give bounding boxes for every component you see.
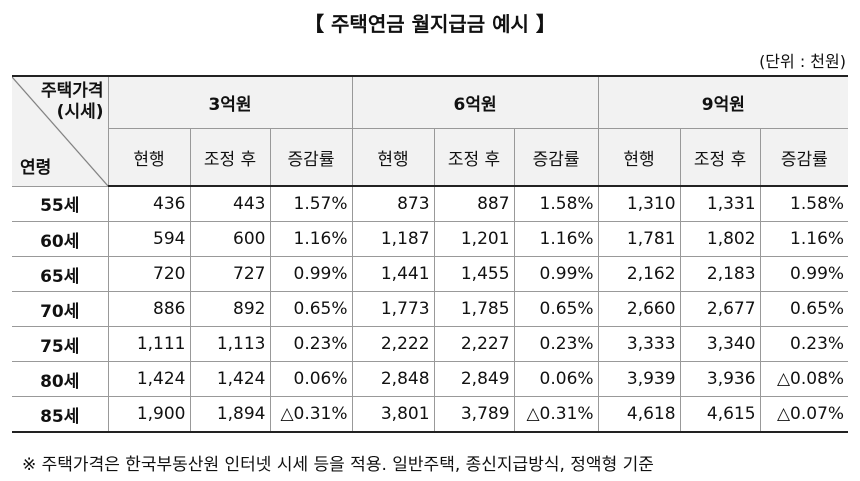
- value-cell: 1.16%: [269, 221, 353, 257]
- footnote: ※ 주택가격은 한국부동산원 인터넷 시세 등을 적용. 일반주택, 종신지급방…: [22, 455, 654, 475]
- value-cell: 3,939: [597, 361, 681, 397]
- value-cell: 0.65%: [269, 291, 353, 327]
- value-cell: 3,936: [679, 361, 761, 397]
- value-cell: 2,677: [679, 291, 761, 327]
- value-cell: 2,227: [433, 326, 515, 362]
- value-cell: 2,660: [597, 291, 681, 327]
- corner-cell: 주택가격 (시세) 연령: [12, 75, 109, 187]
- value-cell: 1,785: [433, 291, 515, 327]
- sub-header: 조정 후: [679, 128, 761, 187]
- value-cell: 600: [189, 221, 271, 257]
- value-cell: 886: [107, 291, 191, 327]
- value-cell: △0.07%: [759, 396, 849, 433]
- value-cell: 0.23%: [269, 326, 353, 362]
- group-header: 6억원: [351, 75, 599, 129]
- value-cell: 1,424: [189, 361, 271, 397]
- age-cell: 70세: [12, 291, 109, 327]
- value-cell: 594: [107, 221, 191, 257]
- sub-header: 조정 후: [189, 128, 271, 187]
- value-cell: 1.58%: [759, 185, 849, 222]
- value-cell: 0.65%: [759, 291, 849, 327]
- value-cell: 0.23%: [513, 326, 599, 362]
- value-cell: 1.58%: [513, 185, 599, 222]
- table-row: 85세 1,900 1,894 △0.31% 3,801 3,789 △0.31% 4,618…: [12, 396, 849, 433]
- value-cell: 0.99%: [513, 256, 599, 292]
- value-cell: 1,802: [679, 221, 761, 257]
- sub-header: 증감률: [513, 128, 599, 187]
- value-cell: 2,162: [597, 256, 681, 292]
- value-cell: 0.65%: [513, 291, 599, 327]
- age-cell: 65세: [12, 256, 109, 292]
- sub-header: 조정 후: [433, 128, 515, 187]
- value-cell: 1,773: [351, 291, 435, 327]
- value-cell: 0.23%: [759, 326, 849, 362]
- value-cell: 4,615: [679, 396, 761, 433]
- sub-header: 증감률: [759, 128, 849, 187]
- value-cell: △0.31%: [513, 396, 599, 433]
- unit-note: (단위 : 천원): [759, 52, 846, 71]
- table-row: 60세 594 600 1.16% 1,187 1,201 1.16% 1,781 1,802 1…: [12, 221, 849, 257]
- value-cell: 443: [189, 185, 271, 222]
- table-row: 70세 886 892 0.65% 1,773 1,785 0.65% 2,660 2,677 0…: [12, 291, 849, 327]
- value-cell: 1,894: [189, 396, 271, 433]
- age-cell: 75세: [12, 326, 109, 362]
- age-cell: 60세: [12, 221, 109, 257]
- table-row: 80세 1,424 1,424 0.06% 2,848 2,849 0.06% 3,939 3,…: [12, 361, 849, 397]
- value-cell: 1,455: [433, 256, 515, 292]
- value-cell: 0.06%: [513, 361, 599, 397]
- table-row: 75세 1,111 1,113 0.23% 2,222 2,227 0.23% 3,333 3,…: [12, 326, 849, 362]
- sub-header: 증감률: [269, 128, 353, 187]
- value-cell: 1,424: [107, 361, 191, 397]
- value-cell: 1,111: [107, 326, 191, 362]
- sub-header: 현행: [108, 128, 191, 187]
- title: 【 주택연금 월지급금 예시 】: [304, 12, 556, 36]
- value-cell: 1,900: [107, 396, 191, 433]
- corner-top: 주택가격 (시세): [40, 81, 104, 122]
- value-cell: 1,441: [351, 256, 435, 292]
- value-cell: 0.06%: [269, 361, 353, 397]
- pension-table: 주택가격 (시세) 연령 3억원 6억원 9억원 현행 조정 후 증감률 현행 조정 후 증감률 현…: [12, 75, 849, 433]
- value-cell: 1,781: [597, 221, 681, 257]
- value-cell: 1.16%: [513, 221, 599, 257]
- value-cell: 0.99%: [269, 256, 353, 292]
- value-cell: △0.08%: [759, 361, 849, 397]
- value-cell: 2,849: [433, 361, 515, 397]
- value-cell: 1,201: [433, 221, 515, 257]
- corner-bottom: 연령: [20, 157, 52, 178]
- age-cell: 55세: [12, 185, 109, 222]
- group-header: 3억원: [107, 75, 353, 129]
- table-row: 65세 720 727 0.99% 1,441 1,455 0.99% 2,162 2,183 0…: [12, 256, 849, 292]
- value-cell: 3,340: [679, 326, 761, 362]
- value-cell: 720: [107, 256, 191, 292]
- value-cell: 1,113: [189, 326, 271, 362]
- value-cell: 873: [351, 185, 435, 222]
- sub-header: 현행: [597, 128, 681, 187]
- value-cell: 436: [107, 185, 191, 222]
- table-row: 55세 436 443 1.57% 873 887 1.58% 1,310 1,331 1.58%: [12, 185, 849, 222]
- age-cell: 80세: [12, 361, 109, 397]
- value-cell: 3,333: [597, 326, 681, 362]
- value-cell: 892: [189, 291, 271, 327]
- group-header: 9억원: [597, 75, 849, 129]
- value-cell: 2,183: [679, 256, 761, 292]
- value-cell: 887: [433, 185, 515, 222]
- sub-header: 현행: [351, 128, 435, 187]
- value-cell: 2,848: [351, 361, 435, 397]
- value-cell: 3,789: [433, 396, 515, 433]
- value-cell: 1.57%: [269, 185, 353, 222]
- value-cell: 1,310: [597, 185, 681, 222]
- value-cell: 1,187: [351, 221, 435, 257]
- value-cell: 727: [189, 256, 271, 292]
- value-cell: 0.99%: [759, 256, 849, 292]
- value-cell: 2,222: [351, 326, 435, 362]
- value-cell: 3,801: [351, 396, 435, 433]
- value-cell: 4,618: [597, 396, 681, 433]
- value-cell: 1.16%: [759, 221, 849, 257]
- value-cell: △0.31%: [269, 396, 353, 433]
- value-cell: 1,331: [679, 185, 761, 222]
- age-cell: 85세: [12, 396, 109, 433]
